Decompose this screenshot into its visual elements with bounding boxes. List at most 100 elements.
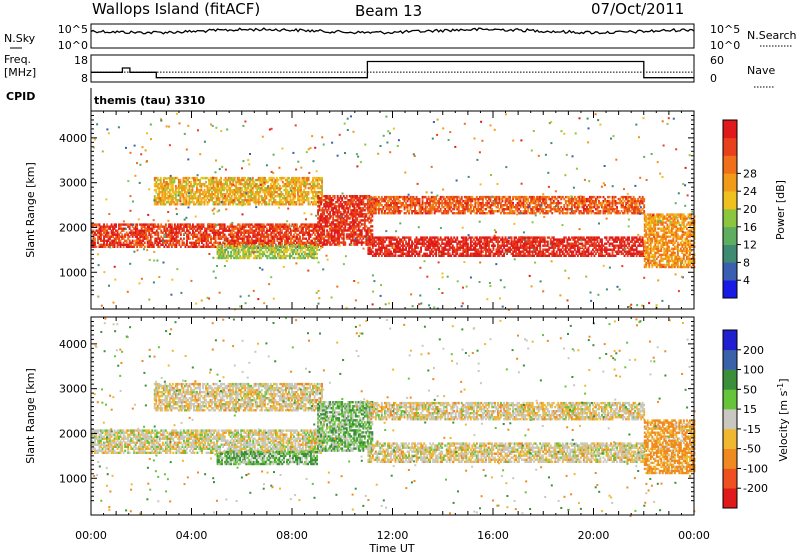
echo-cell [161, 243, 164, 246]
echo-cell [136, 239, 139, 242]
echo-cell [478, 240, 481, 243]
echo-cell [509, 242, 511, 245]
echo-cell [543, 244, 546, 247]
echo-cell [409, 254, 412, 257]
echo-cell [382, 236, 385, 239]
echo-cell [598, 248, 600, 251]
echo-cell [175, 235, 178, 238]
echo-cell [347, 229, 350, 232]
echo-cell [400, 254, 403, 257]
echo-cell [193, 182, 195, 186]
echo-cell [341, 223, 344, 226]
echo-cell [219, 235, 221, 238]
echo-cell [139, 241, 142, 244]
echo-cell [197, 178, 200, 182]
echo-cell [294, 195, 296, 198]
echo-cell [281, 184, 284, 188]
echo-cell [242, 191, 245, 194]
echo-cell [377, 244, 380, 247]
echo-cell [598, 246, 600, 249]
echo-cell [110, 235, 113, 238]
echo-cell [500, 250, 502, 253]
echo-cell [255, 248, 258, 252]
echo-cell [481, 242, 484, 245]
echo-cell [158, 201, 161, 204]
echo-cell [560, 254, 563, 257]
echo-cell [360, 231, 363, 234]
echo-cell [390, 240, 392, 243]
echo-cell [637, 238, 640, 241]
echo-cell [288, 231, 291, 234]
echo-cell [317, 237, 319, 240]
echo-cell [510, 242, 513, 245]
echo-cell [417, 240, 419, 243]
echo-cell [148, 245, 151, 248]
echo-cell [357, 225, 360, 228]
echo-cell [298, 203, 301, 206]
echo-cell [405, 242, 407, 245]
echo-cell [268, 178, 271, 182]
echo-cell [363, 195, 366, 198]
echo-cell [176, 231, 179, 234]
echo-cell [211, 237, 214, 240]
echo-cell [448, 252, 451, 255]
echo-cell [216, 246, 219, 250]
echo-cell [313, 182, 316, 186]
echo-cell [362, 219, 365, 222]
echo-cell [257, 250, 260, 254]
echo-cell [176, 223, 179, 226]
echo-cell [620, 252, 623, 255]
echo-cell [566, 238, 569, 241]
echo-cell [196, 237, 199, 240]
echo-cell [351, 219, 354, 222]
echo-cell [170, 197, 173, 200]
echo-cell [321, 195, 323, 198]
echo-cell [463, 238, 466, 241]
echo-cell [247, 184, 250, 188]
echo-cell [465, 246, 468, 249]
echo-cell [338, 227, 341, 230]
echo-cell [418, 242, 421, 245]
echo-cell [205, 241, 208, 244]
echo-cell [371, 215, 374, 218]
echo-cell [185, 197, 188, 200]
echo-cell [275, 246, 278, 250]
echo-cell [628, 242, 631, 245]
echo-cell [234, 252, 237, 256]
echo-cell [257, 244, 260, 248]
echo-cell [112, 239, 114, 242]
echo-cell [465, 238, 468, 241]
echo-cell [472, 242, 475, 245]
echo-cell [125, 223, 128, 226]
echo-cell [350, 241, 353, 244]
echo-cell [269, 188, 272, 192]
echo-cell [318, 191, 320, 194]
echo-cell [421, 236, 424, 239]
echo-cell [229, 203, 232, 206]
echo-cell [263, 182, 266, 186]
echo-cell [527, 236, 530, 239]
echo-cell [228, 254, 231, 258]
echo-cell [332, 229, 335, 232]
echo-cell [118, 237, 120, 240]
echo-cell [324, 243, 327, 246]
echo-cell [480, 246, 483, 249]
echo-cell [274, 199, 277, 202]
echo-cell [208, 233, 211, 236]
echo-cell [566, 240, 569, 243]
echo-cell [631, 236, 634, 239]
echo-cell [220, 231, 223, 234]
echo-cell [456, 238, 459, 241]
echo-cell [344, 219, 347, 222]
echo-cell [180, 203, 183, 206]
echo-cell [515, 240, 517, 243]
echo-cell [488, 254, 490, 257]
echo-cell [261, 246, 264, 250]
echo-cell [429, 238, 432, 241]
echo-cell [347, 203, 350, 206]
echo-cell [424, 254, 427, 257]
echo-cell [480, 252, 483, 255]
echo-cell [227, 250, 230, 254]
echo-cell [315, 193, 317, 196]
echo-cell [596, 244, 599, 247]
